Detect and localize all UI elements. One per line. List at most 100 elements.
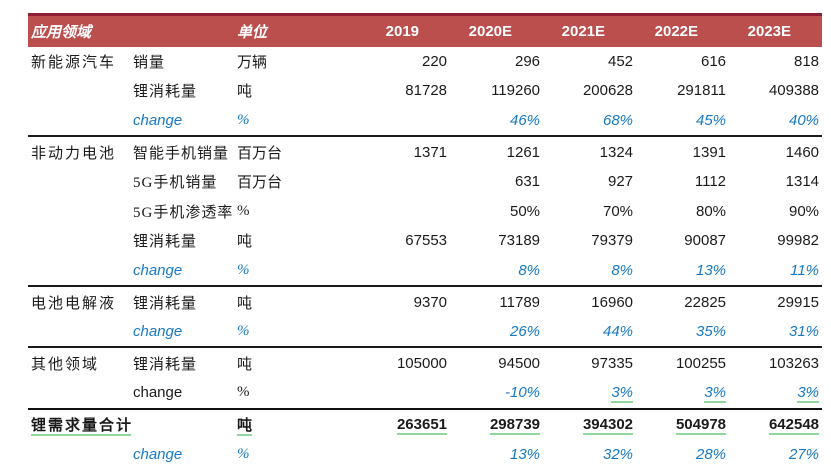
table-header-row: 应用领域 单位 2019 2020E 2021E 2022E 2023E	[28, 14, 823, 47]
item-cell: change	[133, 445, 183, 463]
group-cell: 新能源汽车	[31, 54, 117, 71]
value-cell: 13%	[695, 261, 727, 279]
unit-cell: 百万台	[235, 135, 332, 167]
value-cell: 32%	[602, 445, 634, 463]
value-cell: 79379	[591, 232, 634, 250]
group-cell	[28, 256, 131, 287]
value-cell: 67553	[405, 232, 448, 250]
table-row: 5G手机渗透率% 50% 70% 80% 90%	[28, 196, 822, 226]
group-cell: 其他领域	[28, 346, 131, 379]
group-cell	[28, 439, 131, 464]
group-cell	[28, 167, 131, 197]
value-cell: 504978	[636, 407, 730, 440]
value-cell: 94500	[450, 346, 544, 379]
unit-cell: 吨	[235, 346, 332, 379]
value-cell: 46%	[509, 111, 541, 129]
value-cell	[331, 256, 450, 287]
value-cell: 452	[607, 52, 634, 70]
value-cell: 927	[607, 173, 634, 191]
value-cell: 13%	[509, 445, 541, 463]
value-cell: 409388	[768, 82, 820, 100]
value-cell: -10%	[504, 384, 541, 402]
header-year-2019: 2019	[385, 22, 420, 40]
value-cell: 68%	[602, 111, 634, 129]
value-cell: 291811	[677, 82, 727, 100]
unit-cell: 万辆	[237, 54, 268, 71]
table-row: change% 8% 8% 13% 11%	[28, 256, 822, 287]
value-cell: 11789	[450, 285, 544, 317]
table-row: 锂消耗量 吨 81728 119260 200628 291811 409388	[28, 76, 822, 106]
value-cell: 29915	[729, 285, 823, 317]
header-unit: 单位	[237, 24, 268, 41]
value-cell: 26%	[509, 323, 541, 341]
value-cell: 80%	[695, 202, 727, 220]
value-cell: 45%	[695, 111, 727, 129]
value-cell: 1391	[636, 135, 730, 167]
value-cell: 28%	[695, 445, 727, 463]
value-cell: 100255	[636, 346, 730, 379]
item-cell: change	[133, 384, 183, 402]
table-row: 新能源汽车 销量 万辆 220 296 452 616 818	[28, 47, 822, 77]
value-cell: 8%	[611, 261, 634, 279]
unit-cell: %	[237, 111, 250, 128]
value-cell: 103263	[729, 346, 823, 379]
table-row: change% 46% 68% 45% 40%	[28, 106, 822, 137]
unit-cell: 吨	[235, 407, 332, 440]
value-cell: 616	[700, 52, 727, 70]
group-cell: 锂需求量合计	[28, 407, 131, 440]
group-cell	[28, 378, 131, 409]
table-row: change% -10% 3% 3% 3%	[28, 378, 822, 409]
group-cell: 电池电解液	[28, 285, 131, 317]
group-cell: 非动力电池	[28, 135, 131, 167]
item-cell: change	[133, 261, 183, 279]
unit-cell: 吨	[235, 285, 332, 317]
group-cell	[28, 196, 131, 226]
group-cell	[28, 226, 131, 256]
value-cell	[331, 196, 450, 226]
item-cell: 销量	[133, 54, 166, 71]
value-cell: 31%	[788, 323, 820, 341]
unit-cell: %	[237, 261, 250, 278]
value-cell: 296	[514, 52, 541, 70]
value-cell: 1314	[785, 173, 820, 191]
value-cell: 81728	[405, 82, 448, 100]
item-cell: 锂消耗量	[131, 346, 236, 379]
value-cell: 73189	[498, 232, 541, 250]
value-cell: 298739	[450, 407, 544, 440]
value-cell: 22825	[636, 285, 730, 317]
table-row: 其他领域 锂消耗量吨 105000 94500 97335 100255 103263	[28, 346, 823, 379]
value-cell	[331, 378, 450, 409]
value-cell: 1261	[450, 135, 544, 167]
value-cell: 99982	[777, 232, 820, 250]
item-cell: 5G手机渗透率	[133, 204, 234, 221]
value-cell: 220	[421, 52, 448, 70]
group-cell	[28, 106, 131, 137]
unit-cell: %	[237, 445, 250, 462]
value-cell: 90087	[684, 232, 727, 250]
item-cell: 智能手机销量	[131, 135, 236, 167]
item-cell: 锂消耗量	[133, 234, 198, 251]
value-cell: 16960	[543, 285, 637, 317]
table-row: 电池电解液 锂消耗量吨 9370 11789 16960 22825 29915	[28, 285, 823, 317]
item-cell	[131, 407, 236, 440]
value-cell: 90%	[788, 202, 820, 220]
value-cell: 11%	[790, 261, 820, 279]
table-row: change% 26% 44% 35% 31%	[28, 317, 822, 348]
table-row: 5G手机销量 百万台 631 927 1112 1314	[28, 167, 822, 197]
value-cell	[331, 317, 450, 348]
header-year-2023e: 2023E	[747, 22, 792, 40]
group-cell	[28, 76, 131, 106]
value-cell: 40%	[788, 111, 820, 129]
unit-cell: 百万台	[237, 175, 283, 192]
lithium-demand-table: 应用领域 单位 2019 2020E 2021E 2022E 2023E 新能源…	[28, 13, 823, 464]
unit-cell: 吨	[237, 84, 253, 101]
table-body: 新能源汽车 销量 万辆 220 296 452 616 818 锂消耗量吨 81728 119260…	[28, 47, 823, 464]
item-cell: change	[133, 111, 183, 129]
value-cell: 631	[514, 173, 541, 191]
value-cell: 9370	[331, 285, 451, 317]
value-cell: 27%	[788, 445, 820, 463]
value-cell	[331, 439, 450, 464]
unit-cell: %	[237, 202, 250, 219]
value-cell	[331, 167, 450, 197]
